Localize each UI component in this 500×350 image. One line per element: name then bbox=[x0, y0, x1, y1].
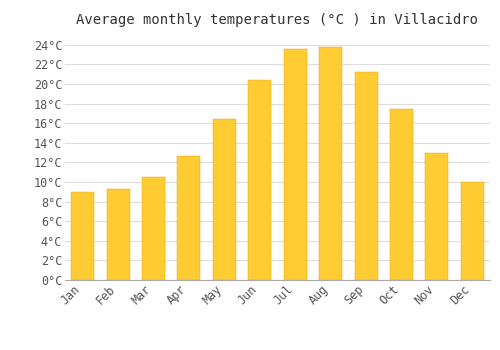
Bar bbox=[178, 155, 201, 280]
Title: Average monthly temperatures (°C ) in Villacidro: Average monthly temperatures (°C ) in Vi… bbox=[76, 13, 478, 27]
Bar bbox=[354, 72, 378, 280]
Bar bbox=[461, 182, 484, 280]
Bar bbox=[213, 119, 236, 280]
Bar bbox=[390, 110, 413, 280]
Bar bbox=[426, 153, 448, 280]
Bar bbox=[284, 49, 306, 280]
Bar bbox=[106, 189, 130, 280]
Bar bbox=[142, 177, 165, 280]
Bar bbox=[248, 80, 272, 280]
Bar bbox=[71, 192, 94, 280]
Bar bbox=[319, 47, 342, 280]
